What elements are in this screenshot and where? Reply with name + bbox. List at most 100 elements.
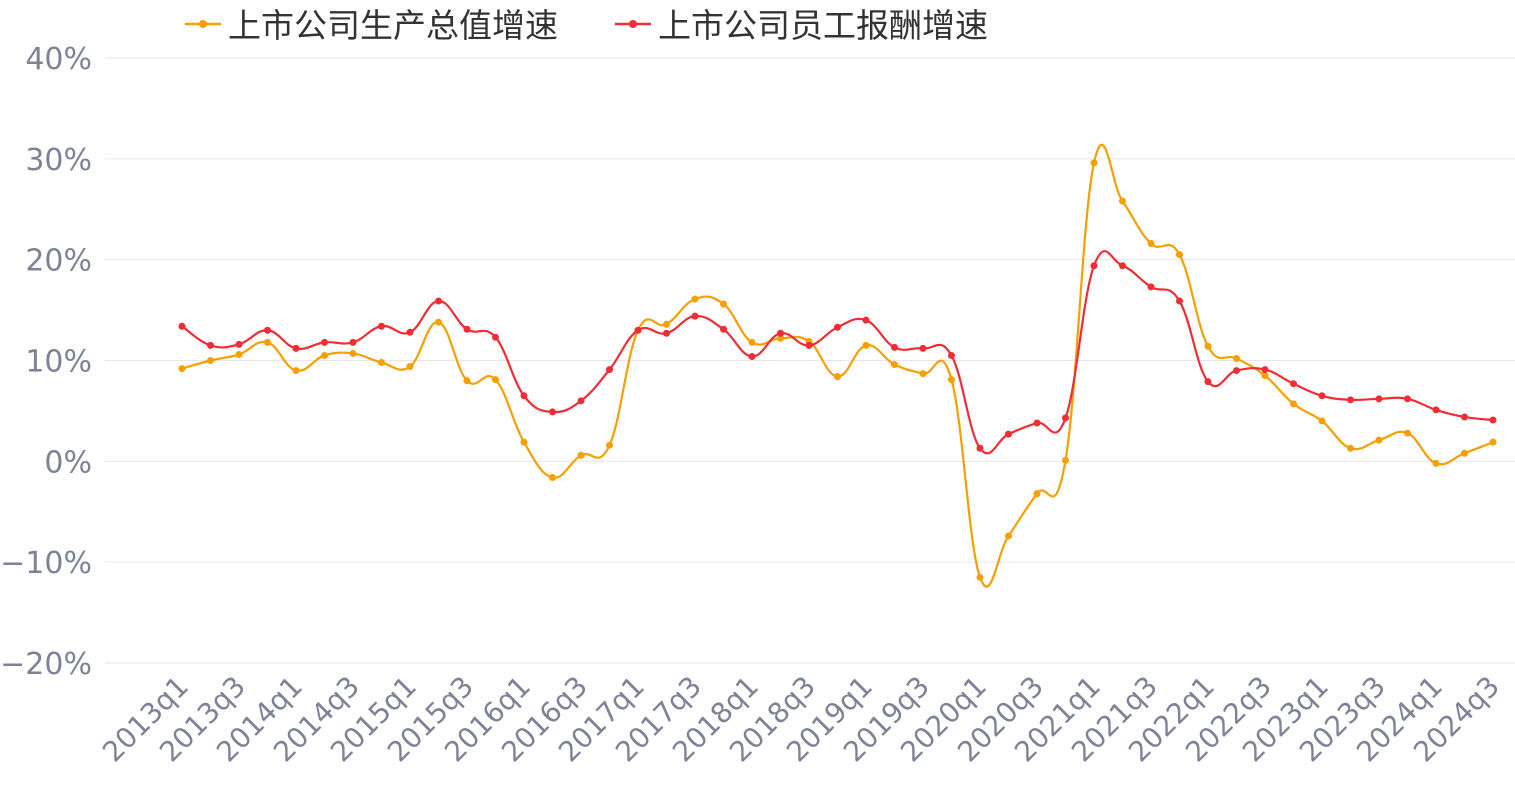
data-point (378, 322, 385, 330)
data-point (406, 363, 414, 371)
data-point (1318, 417, 1326, 425)
data-point (235, 340, 243, 348)
data-point (606, 441, 613, 449)
data-point (1090, 262, 1098, 270)
data-point (463, 377, 471, 385)
data-point (948, 376, 955, 384)
data-point (520, 438, 528, 446)
data-point (1261, 366, 1269, 374)
data-point (777, 329, 784, 337)
data-point (748, 338, 756, 346)
data-point (891, 361, 898, 369)
data-point (577, 451, 585, 459)
data-point (549, 473, 556, 481)
data-point (663, 320, 670, 328)
data-point (691, 312, 699, 320)
legend-marker (199, 20, 207, 28)
legend: 上市公司生产总值增速 上市公司员工报酬增速 (185, 6, 988, 45)
data-point (720, 325, 727, 333)
data-point (862, 341, 870, 349)
data-point (178, 322, 186, 330)
data-point (492, 333, 499, 341)
data-point (207, 341, 214, 349)
data-point (1261, 372, 1269, 380)
data-point (292, 367, 300, 375)
data-point (1090, 159, 1098, 167)
y-tick-label: 30% (25, 143, 92, 178)
data-point (606, 366, 613, 374)
data-point (1290, 380, 1297, 388)
data-point (435, 318, 442, 326)
data-point (1461, 449, 1468, 457)
data-point (1204, 378, 1212, 386)
data-point (663, 329, 670, 337)
data-point (748, 352, 756, 360)
data-point (1461, 413, 1468, 421)
series-line (181, 250, 1494, 455)
data-point (1489, 416, 1497, 424)
y-tick-label: −20% (0, 647, 92, 682)
data-point (349, 338, 357, 346)
legend-label[interactable]: 上市公司生产总值增速 (228, 6, 558, 45)
data-point (1062, 456, 1069, 464)
data-point (321, 338, 328, 346)
data-point (520, 392, 528, 400)
data-point (264, 338, 271, 346)
data-point (634, 326, 642, 334)
data-point (1404, 395, 1411, 403)
y-tick-label: −10% (0, 546, 92, 581)
data-point (777, 334, 784, 342)
data-point (1176, 251, 1183, 259)
data-point (1233, 367, 1240, 375)
data-point (1489, 438, 1497, 446)
data-point (1033, 419, 1041, 427)
data-point (691, 295, 699, 303)
data-point (948, 351, 955, 359)
data-point (463, 325, 471, 333)
data-point (577, 397, 585, 405)
data-point (834, 323, 841, 331)
data-point (834, 373, 841, 381)
data-point (891, 343, 898, 351)
data-point (435, 297, 442, 305)
data-point (235, 350, 243, 358)
data-point (178, 365, 186, 373)
data-point (1147, 240, 1155, 248)
data-point (1147, 283, 1155, 291)
data-point (549, 408, 556, 416)
data-point (720, 300, 727, 308)
data-point (862, 316, 870, 324)
data-point (1176, 297, 1183, 305)
data-point (919, 344, 927, 352)
data-point (406, 328, 414, 336)
data-point (976, 573, 984, 581)
data-point (1062, 414, 1069, 422)
data-point (1432, 406, 1440, 414)
data-point (264, 326, 271, 334)
y-tick-label: 0% (44, 445, 92, 480)
data-point (378, 359, 385, 367)
data-point (1318, 392, 1326, 400)
data-point (1404, 429, 1411, 437)
data-point (1119, 197, 1126, 205)
data-point (1033, 490, 1041, 498)
data-point (976, 444, 984, 452)
data-point (805, 341, 813, 349)
data-point (1290, 400, 1297, 408)
data-point (1119, 262, 1126, 270)
y-tick-label: 40% (25, 42, 92, 77)
legend-marker (629, 20, 637, 28)
series-line (181, 143, 1494, 588)
data-point (1347, 444, 1354, 452)
data-point (1347, 396, 1354, 404)
data-point (321, 351, 328, 359)
data-point (1233, 354, 1240, 362)
legend-label[interactable]: 上市公司员工报酬增速 (658, 6, 988, 45)
data-point (1375, 395, 1383, 403)
data-point (1375, 436, 1383, 444)
data-point (1005, 532, 1012, 540)
data-point (207, 357, 214, 364)
data-point (292, 344, 300, 352)
data-point (1005, 430, 1012, 438)
